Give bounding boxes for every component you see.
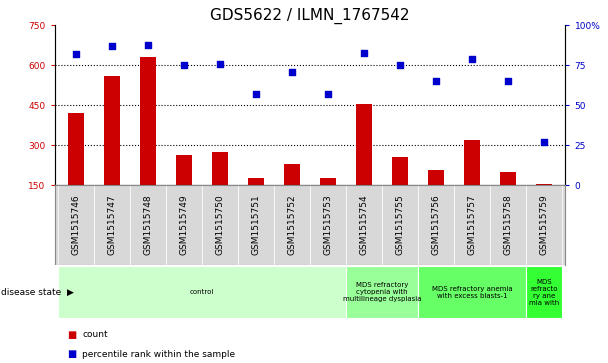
Point (395, 62, 405, 68)
Point (108, 43, 117, 49)
Bar (94, 185, 130, 265)
Text: MDS refractory anemia
with excess blasts-1: MDS refractory anemia with excess blasts… (432, 286, 513, 299)
Text: GSM1515754: GSM1515754 (359, 195, 368, 256)
Point (287, 69, 297, 75)
Bar (248, 179, 264, 225)
Bar (346, 266, 418, 318)
Text: GSM1515757: GSM1515757 (468, 195, 477, 256)
Bar (346, 185, 382, 265)
Text: count: count (82, 330, 108, 339)
Text: MDS
refracto
ry ane
mia with: MDS refracto ry ane mia with (529, 279, 559, 306)
Bar (526, 185, 562, 265)
Text: control: control (190, 289, 215, 295)
Bar (140, 57, 156, 225)
Bar (356, 104, 372, 225)
Point (539, 139, 549, 145)
Point (467, 56, 477, 62)
Point (359, 50, 369, 56)
Bar (392, 157, 408, 225)
Text: GSM1515746: GSM1515746 (72, 195, 81, 256)
Bar (212, 152, 228, 225)
Text: GSM1515749: GSM1515749 (180, 195, 188, 256)
Point (179, 62, 189, 68)
Text: GSM1515751: GSM1515751 (252, 195, 261, 256)
Point (71, 51, 81, 57)
Bar (58, 266, 346, 318)
Text: disease state  ▶: disease state ▶ (1, 288, 74, 297)
Point (431, 78, 441, 84)
Text: ■: ■ (67, 349, 76, 359)
Text: GSM1515759: GSM1515759 (539, 195, 548, 256)
Bar (500, 172, 516, 225)
Point (251, 91, 261, 97)
Title: GDS5622 / ILMN_1767542: GDS5622 / ILMN_1767542 (210, 8, 410, 24)
Bar (58, 185, 94, 265)
Bar (284, 164, 300, 225)
Bar (176, 155, 192, 225)
Text: MDS refractory
cytopenia with
multilineage dysplasia: MDS refractory cytopenia with multilinea… (343, 282, 421, 302)
Bar (464, 140, 480, 225)
Bar (418, 185, 454, 265)
Text: ■: ■ (67, 330, 76, 340)
Bar (454, 185, 490, 265)
Point (143, 42, 153, 48)
Bar (202, 185, 238, 265)
Text: percentile rank within the sample: percentile rank within the sample (82, 350, 235, 359)
Bar (104, 76, 120, 225)
Bar (382, 185, 418, 265)
Text: GSM1515747: GSM1515747 (108, 195, 117, 256)
Bar (274, 185, 310, 265)
Bar (490, 185, 526, 265)
Bar (310, 185, 346, 265)
Bar (130, 185, 166, 265)
Text: GSM1515753: GSM1515753 (323, 195, 333, 256)
Text: GSM1515752: GSM1515752 (288, 195, 297, 256)
Bar (166, 185, 202, 265)
Text: GSM1515755: GSM1515755 (395, 195, 404, 256)
Text: GSM1515748: GSM1515748 (143, 195, 153, 256)
Text: GSM1515756: GSM1515756 (432, 195, 440, 256)
Point (323, 91, 333, 97)
Bar (238, 185, 274, 265)
Bar (418, 266, 526, 318)
Point (503, 78, 513, 84)
Text: GSM1515758: GSM1515758 (503, 195, 513, 256)
Text: GSM1515750: GSM1515750 (216, 195, 225, 256)
Bar (536, 184, 552, 225)
Bar (68, 113, 85, 225)
Bar (428, 171, 444, 225)
Point (215, 61, 225, 67)
Bar (320, 179, 336, 225)
Bar (526, 266, 562, 318)
